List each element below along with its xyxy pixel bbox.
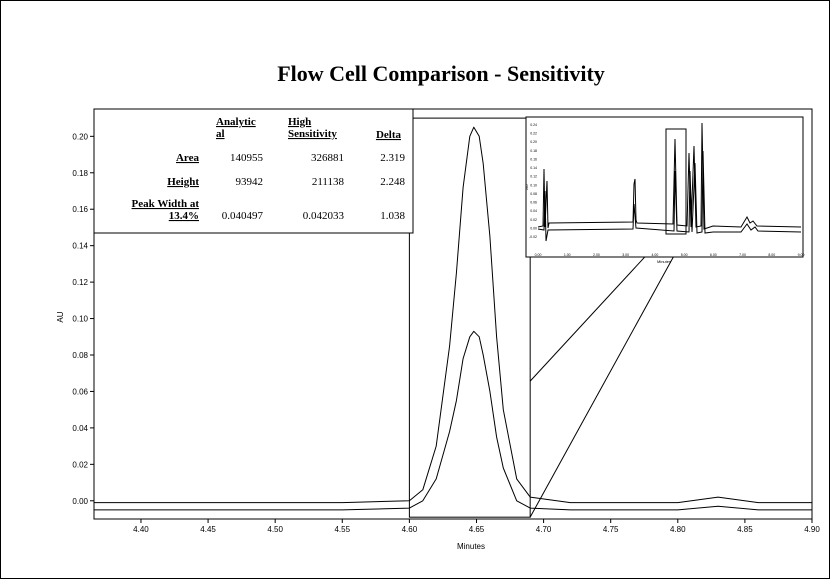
y-tick-label: 0.20: [72, 132, 88, 141]
inset-y-tick-label: 0.10: [530, 183, 537, 187]
y-tick-label: 0.06: [72, 387, 88, 396]
inset-x-tick-label: 5.00: [681, 253, 688, 257]
x-tick-label: 4.45: [200, 525, 216, 534]
inset-y-tick-label: 0.18: [530, 149, 537, 153]
inset-axes: 0.24 0.22 0.20 0.18 0.16 0.14 0.12 0.10 0.08 0.06…: [529, 123, 804, 257]
table-cell: 2.248: [380, 176, 405, 188]
inset-frame: [525, 116, 804, 258]
table-row-label: 13.4%: [169, 210, 199, 222]
inset-y-tick-label: 0.02: [530, 218, 537, 222]
table-row-label: Peak Width at: [132, 198, 200, 210]
inset-highlight-box: [665, 128, 687, 235]
x-axis-label: Minutes: [457, 542, 485, 551]
x-tick-label: 4.85: [737, 525, 753, 534]
inset-trace-2: [537, 150, 802, 242]
table-cell: 1.038: [380, 210, 405, 222]
inset-x-tick-label: 3.00: [622, 253, 629, 257]
inset-y-tick-label: 0.24: [530, 123, 537, 127]
x-tick-label: 4.75: [603, 525, 619, 534]
inset-y-tick-label: 0.20: [530, 140, 537, 144]
inset-y-tick-label: 0.08: [530, 192, 537, 196]
inset-y-tick-label: -0.02: [529, 235, 537, 239]
table-cell: 0.042033: [303, 210, 345, 222]
inset-x-tick-label: 9.00: [798, 253, 805, 257]
x-tick-label: 4.50: [267, 525, 283, 534]
inset-chromatogram: 0.24 0.22 0.20 0.18 0.16 0.14 0.12 0.10 0.08 0.06…: [524, 116, 804, 264]
y-tick-label: 0.08: [72, 351, 88, 360]
inset-x-tick-label: 4.00: [651, 253, 658, 257]
zoom-connector-lower: [529, 233, 687, 518]
inset-y-tick-label: 0.16: [530, 157, 537, 161]
inset-x-tick-label: 8.00: [768, 253, 775, 257]
inset-y-tick-label: 0.06: [530, 201, 537, 205]
inset-x-tick-label: 0.00: [535, 253, 542, 257]
inset-y-tick-label: 0.22: [530, 132, 537, 136]
inset-x-label: Minutes: [657, 259, 671, 264]
stats-table-box: [93, 108, 414, 234]
inset-x-tick-label: 7.00: [739, 253, 746, 257]
inset-y-tick-label: 0.04: [530, 209, 537, 213]
inset-y-label: AU: [524, 184, 529, 190]
table-row-label: Area: [176, 152, 200, 164]
chart-title: Flow Cell Comparison - Sensitivity: [277, 61, 605, 86]
series-line-1: [94, 126, 812, 504]
zoom-connector-upper: [529, 233, 667, 382]
series-layer: [94, 126, 812, 511]
inset-x-tick-label: 2.00: [593, 253, 600, 257]
y-tick-label: 0.18: [72, 169, 88, 178]
table-header: Delta: [376, 129, 402, 141]
inset-trace-1: [537, 122, 802, 230]
x-tick-label: 4.70: [536, 525, 552, 534]
table-header: High: [288, 116, 311, 128]
inset-y-tick-label: 0.14: [530, 166, 537, 170]
y-tick-label: 0.12: [72, 278, 88, 287]
x-tick-label: 4.90: [804, 525, 820, 534]
zoom-box: [408, 117, 531, 518]
plot-frame: [93, 108, 813, 520]
x-tick-label: 4.55: [334, 525, 350, 534]
table-row-label: Height: [167, 176, 199, 188]
x-tick-label: 4.60: [402, 525, 418, 534]
x-tick-label: 4.80: [670, 525, 686, 534]
y-tick-label: 0.02: [72, 460, 88, 469]
table-header: Analytic: [216, 116, 256, 128]
table-cell: 2.319: [380, 152, 405, 164]
inset-x-tick-label: 1.00: [564, 253, 571, 257]
series-line-2: [94, 330, 812, 511]
table-cell: 211138: [312, 176, 345, 188]
table-cell: 0.040497: [222, 210, 264, 222]
inset-y-tick-label: 0.00: [530, 226, 537, 230]
table-header: al: [216, 128, 225, 140]
inset-x-tick-label: 6.00: [710, 253, 717, 257]
x-tick-label: 4.65: [469, 525, 485, 534]
x-axis: 4.40 4.45 4.50 4.55 4.60 4.65 4.70 4.75 4.80 4.85…: [133, 519, 820, 534]
table-cell: 93942: [236, 176, 264, 188]
inset-y-tick-label: 0.12: [530, 175, 537, 179]
y-tick-label: 0.00: [72, 497, 88, 506]
y-tick-label: 0.04: [72, 424, 88, 433]
table-cell: 326881: [311, 152, 344, 164]
y-axis-label: AU: [56, 311, 65, 322]
x-tick-label: 4.40: [133, 525, 149, 534]
table-header: Sensitivity: [288, 128, 337, 140]
y-tick-label: 0.10: [72, 315, 88, 324]
y-axis: 0.00 0.02 0.04 0.06 0.08 0.10 0.12 0.14 0.16 0.18…: [72, 132, 94, 506]
table-cell: 140955: [230, 152, 264, 164]
y-tick-label: 0.14: [72, 242, 88, 251]
y-tick-label: 0.16: [72, 205, 88, 214]
